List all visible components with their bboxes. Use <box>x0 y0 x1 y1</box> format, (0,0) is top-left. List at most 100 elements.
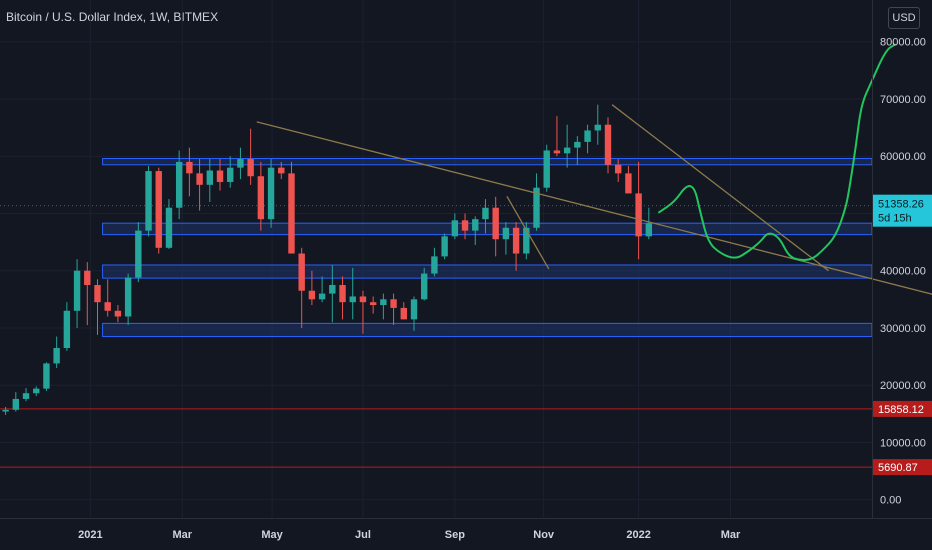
candle-body <box>533 187 540 228</box>
chart-grid <box>0 0 872 518</box>
candle-body <box>349 296 356 303</box>
trendline <box>506 195 550 270</box>
y-tick-label: 30000.00 <box>880 323 926 335</box>
candle-body <box>451 220 459 237</box>
x-tick-label: Mar <box>721 529 741 541</box>
chart-title: Bitcoin / U.S. Dollar Index, 1W, BITMEX <box>6 10 219 24</box>
projection-curve <box>658 43 896 261</box>
candle-body <box>410 299 418 320</box>
y-tick-label: 0.00 <box>880 495 901 507</box>
level-tag-bg <box>873 459 932 476</box>
y-tick-label: 10000.00 <box>880 437 926 449</box>
candle-body <box>114 310 122 317</box>
candle-body <box>543 150 550 188</box>
candle-body <box>216 170 224 182</box>
price-tag-countdown: 5d 15h <box>878 213 912 225</box>
x-tick-label: May <box>261 529 283 541</box>
candle-body <box>308 290 316 300</box>
candle-body <box>359 296 367 303</box>
candle-body <box>502 227 510 240</box>
candle-body <box>124 277 132 317</box>
candle-body <box>482 207 489 220</box>
x-tick-label: 2022 <box>626 529 650 541</box>
candle-body <box>553 150 561 154</box>
candle-body <box>574 141 581 148</box>
candle-body <box>84 270 91 286</box>
candle-body <box>155 171 162 248</box>
candle-body <box>145 171 152 231</box>
candle-body <box>73 270 81 311</box>
x-tick-label: 2021 <box>78 529 102 541</box>
candle-body <box>390 299 397 308</box>
candle-body <box>441 236 448 257</box>
candle-body <box>492 207 499 240</box>
candle-body <box>329 285 336 294</box>
y-tick-label: 40000.00 <box>880 266 926 278</box>
candle-body <box>135 230 142 278</box>
zone-rect <box>102 264 873 279</box>
candle-body <box>237 159 244 168</box>
candle-body <box>563 147 571 154</box>
y-tick-label: 20000.00 <box>880 380 926 392</box>
price-tag-value: 51358.26 <box>878 199 924 211</box>
candle-body <box>461 220 469 231</box>
candle-body <box>369 302 377 306</box>
candle-body <box>206 170 213 185</box>
candle-body <box>22 393 30 399</box>
level-tag-label: 5690.87 <box>878 462 918 474</box>
x-tick-label: Sep <box>445 529 465 541</box>
candle-body <box>594 124 601 131</box>
candle-body <box>523 227 530 254</box>
candle-body <box>380 299 387 306</box>
candle-body <box>175 161 183 208</box>
level-tag-bg <box>873 400 932 417</box>
candle-body <box>512 227 520 254</box>
candle-body <box>165 207 173 248</box>
candle-body <box>63 310 71 348</box>
candle-body <box>431 256 438 274</box>
trendline <box>256 121 932 295</box>
candle-body <box>400 307 407 320</box>
price-axis[interactable]: 80000.0070000.0060000.0050000.0040000.00… <box>872 0 926 518</box>
candle-body <box>196 173 203 185</box>
level-tag-label: 15858.12 <box>878 404 924 416</box>
candle-body <box>421 273 428 300</box>
candle-body <box>267 167 275 220</box>
candle-body <box>615 164 622 174</box>
x-tick-label: Jul <box>355 529 371 541</box>
y-tick-label: 70000.00 <box>880 94 926 106</box>
candle-body <box>33 388 40 394</box>
candle-body <box>186 161 193 174</box>
price-tag-bg <box>873 194 932 227</box>
candle-body <box>472 219 479 231</box>
candle-body <box>53 347 60 364</box>
projection-path <box>658 43 896 261</box>
candle-body <box>257 176 265 220</box>
candle-body <box>604 124 612 165</box>
candle-body <box>43 363 50 389</box>
candle-body <box>339 285 346 303</box>
candle-body <box>12 398 20 410</box>
candle-body <box>635 193 642 237</box>
price-tags: 15858.12 5690.87 51358.26 5d 15h <box>873 194 932 476</box>
candle-body <box>298 253 305 291</box>
candle-body <box>584 130 591 142</box>
y-tick-label: 60000.00 <box>880 151 926 163</box>
zone-rect <box>102 322 873 338</box>
candle-body <box>247 159 254 177</box>
time-axis[interactable]: 2021 Mar May Jul Sep Nov 2022 Mar <box>0 518 932 542</box>
candle-body <box>645 223 653 237</box>
x-tick-label: Mar <box>172 529 192 541</box>
currency-selector[interactable]: USD <box>888 7 920 29</box>
zone-rect <box>102 157 873 166</box>
trendlines <box>256 104 932 295</box>
trendline <box>611 104 829 272</box>
candlestick-series <box>2 104 653 415</box>
candle-body <box>625 173 632 194</box>
candle-body <box>288 173 295 254</box>
price-zones <box>102 157 873 338</box>
candle-body <box>104 302 111 311</box>
candle-body <box>227 167 234 182</box>
zone-rect <box>102 222 873 236</box>
